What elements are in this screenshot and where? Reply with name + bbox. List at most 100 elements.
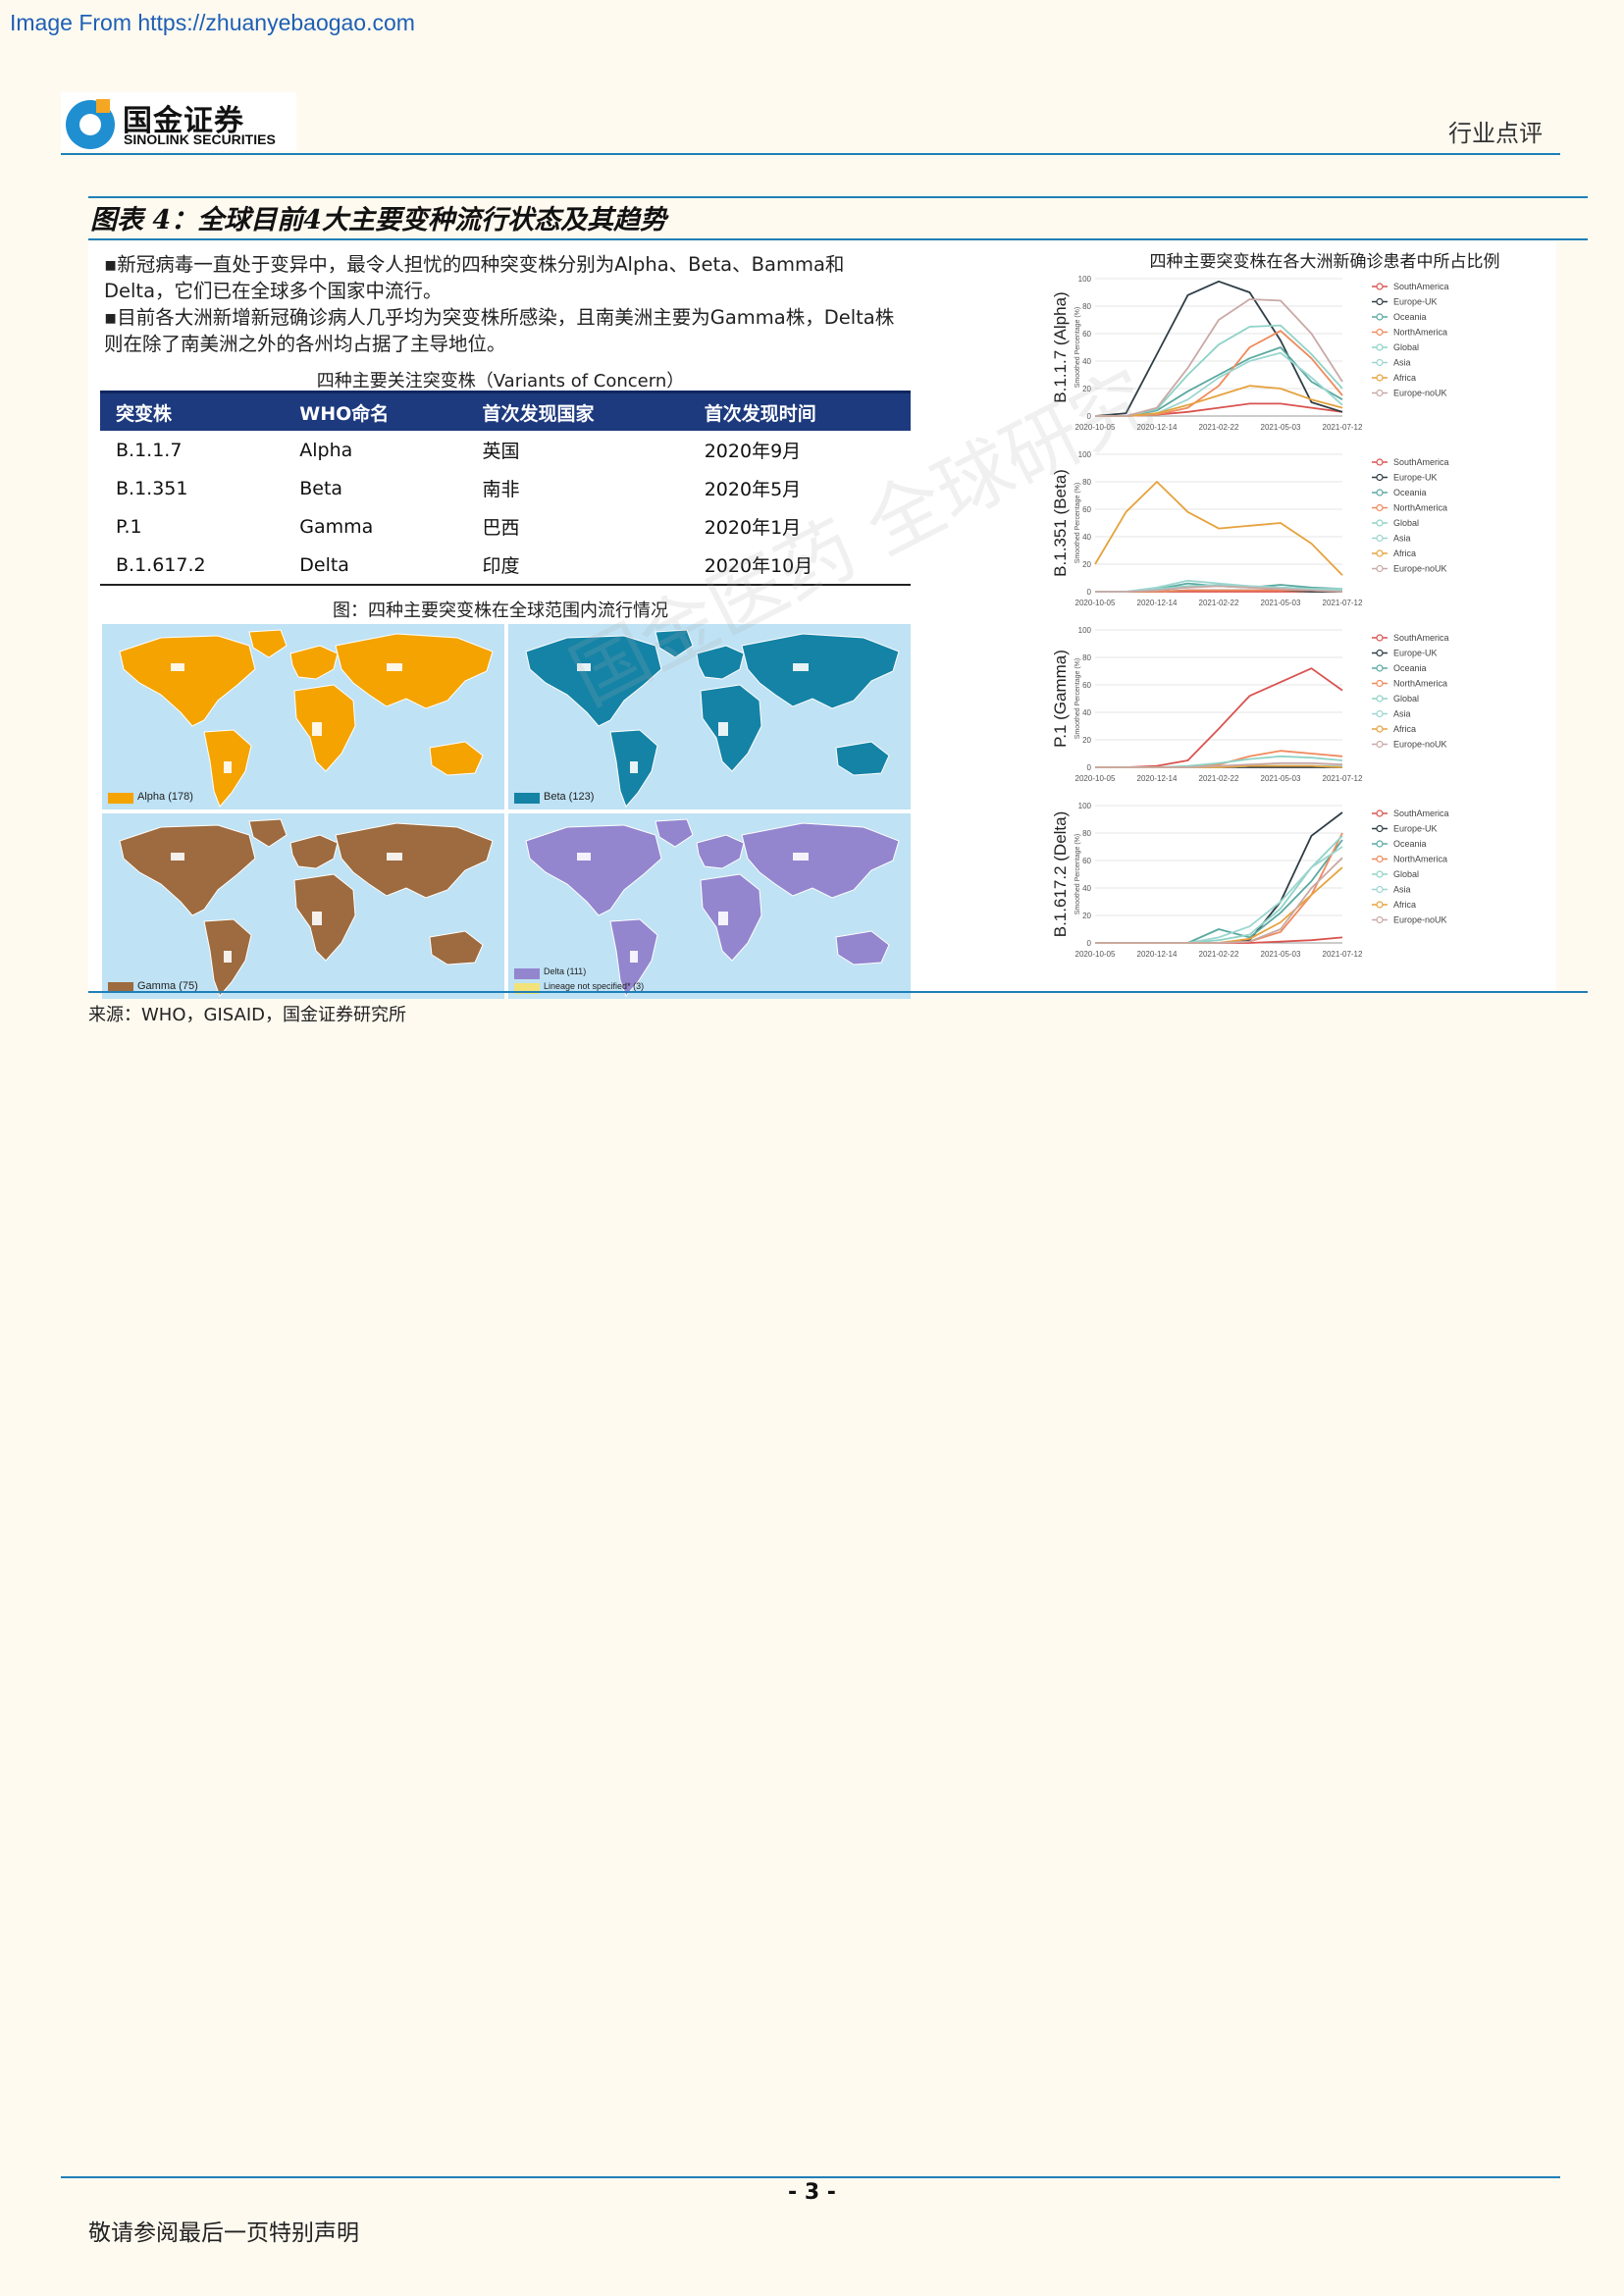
series-line-europe-uk	[1095, 811, 1343, 944]
legend-swatch-unspecified	[514, 983, 540, 994]
legend-entry: Europe-UK	[1393, 649, 1438, 658]
region-no-data	[224, 951, 232, 963]
figure-source: 来源：WHO，GISAID，国金证券研究所	[88, 1005, 406, 1025]
region-no-data	[630, 951, 638, 963]
y-tick-label: 40	[1082, 533, 1091, 542]
legend-marker	[1376, 664, 1384, 672]
world-map-graphic	[119, 818, 494, 997]
legend-entry: Africa	[1393, 724, 1416, 734]
legend-marker	[1376, 679, 1384, 688]
legend-entry: NorthAmerica	[1393, 328, 1447, 338]
source-url[interactable]: Image From https://zhuanyebaogao.com	[10, 10, 415, 35]
legend-entry: Europe-noUK	[1393, 740, 1447, 750]
continent-australia	[429, 930, 484, 965]
continent-europe	[289, 834, 339, 869]
legend-entry: SouthAmerica	[1393, 809, 1449, 818]
table-row: B.1.617.2 Delta 印度 2020年10月	[100, 546, 911, 586]
x-tick-label: 2021-05-03	[1261, 950, 1301, 959]
y-tick-label: 100	[1078, 275, 1092, 284]
table-cell: B.1.351	[116, 477, 188, 499]
continent-asia	[335, 822, 494, 899]
continent-north-america	[119, 824, 256, 916]
x-tick-label: 2020-10-05	[1075, 774, 1116, 783]
region-no-data	[630, 761, 638, 773]
continent-australia	[835, 930, 890, 965]
legend-entry: Asia	[1393, 534, 1411, 544]
region-no-data	[387, 663, 402, 671]
x-tick-label: 2021-05-03	[1261, 774, 1301, 783]
y-tick-label: 40	[1082, 357, 1091, 366]
legend-marker	[1376, 389, 1384, 397]
x-tick-label: 2020-10-05	[1075, 423, 1116, 432]
y-tick-label: 20	[1082, 385, 1091, 393]
region-no-data	[718, 722, 728, 736]
map-caption: 图：四种主要突变株在全球范围内流行情况	[333, 600, 668, 621]
continent-europe	[289, 645, 339, 680]
y-tick-label: 20	[1082, 560, 1091, 569]
legend-label: Alpha (178)	[137, 791, 193, 803]
x-tick-label: 2020-12-14	[1137, 774, 1178, 783]
legend-marker	[1376, 649, 1384, 657]
charts-title: 四种主要突变株在各大洲新确诊患者中所占比例	[1149, 252, 1500, 272]
legend-marker	[1376, 473, 1384, 482]
figure-bottom-rule	[88, 991, 1588, 993]
table-cell: 英国	[482, 441, 520, 462]
legend-entry: Africa	[1393, 900, 1416, 910]
chart-beta: B.1.351 (Beta) Smoothed Percentage (%) 0 20…	[1050, 446, 1560, 621]
y-tick-label: 100	[1078, 626, 1092, 635]
footer-disclaimer: 敬请参阅最后一页特别声明	[88, 2220, 359, 2246]
continent-europe	[696, 645, 745, 680]
y-tick-label: 100	[1078, 450, 1092, 459]
x-tick-label: 2021-02-22	[1199, 774, 1239, 783]
y-tick-label: 40	[1082, 884, 1091, 893]
legend-entry: Global	[1393, 342, 1419, 352]
legend-marker	[1376, 564, 1384, 573]
continent-greenland	[655, 818, 694, 848]
header-rule	[61, 153, 1560, 155]
continent-africa	[293, 684, 356, 772]
legend-marker	[1376, 297, 1384, 306]
x-tick-label: 2021-05-03	[1261, 599, 1301, 607]
continent-africa	[293, 873, 356, 962]
continent-greenland	[248, 629, 288, 658]
series-line-asia	[1095, 579, 1342, 593]
series-line-oceania	[1095, 839, 1343, 944]
world-map-alpha: Alpha (178)	[102, 624, 504, 809]
legend-marker	[1376, 313, 1384, 321]
series-line-europe-nouk	[1095, 857, 1343, 944]
legend-marker	[1376, 824, 1384, 833]
description-line: ▪新冠病毒一直处于变异中，最令人担忧的四种突变株分别为Alpha、Beta、Ba…	[104, 253, 845, 302]
legend-entry: NorthAmerica	[1393, 503, 1447, 513]
legend-marker	[1376, 374, 1384, 382]
column-header: WHO命名	[284, 391, 467, 431]
region-no-data	[224, 761, 232, 773]
x-tick-label: 2020-12-14	[1137, 423, 1178, 432]
table-cell: 2020年10月	[688, 546, 911, 586]
series-line-africa	[1095, 385, 1343, 417]
series-line-europe-nouk	[1095, 298, 1343, 417]
legend-marker	[1376, 901, 1384, 909]
figure-top-rule	[88, 196, 1588, 198]
continent-north-america	[119, 635, 256, 727]
variants-table: 突变株 WHO命名 首次发现国家 首次发现时间 B.1.1.7 Alpha 英国…	[100, 391, 911, 586]
legend-entry: Asia	[1393, 885, 1411, 895]
region-no-data	[718, 912, 728, 925]
region-no-data	[312, 912, 322, 925]
world-map-beta: Beta (123)	[508, 624, 911, 809]
table-cell: 2020年5月	[704, 479, 802, 500]
world-map-graphic	[119, 629, 494, 808]
legend-marker	[1376, 709, 1384, 718]
legend-swatch	[514, 968, 540, 979]
y-tick-label: 60	[1082, 857, 1091, 865]
y-tick-label: 80	[1082, 478, 1091, 487]
continent-africa	[700, 873, 762, 962]
table-header-row: 突变株 WHO命名 首次发现国家 首次发现时间	[100, 391, 911, 431]
table-cell: B.1.617.2	[100, 546, 285, 586]
continent-africa	[700, 684, 762, 772]
table-caption: 四种主要关注突变株（Variants of Concern）	[316, 371, 685, 391]
y-tick-label: 0	[1087, 939, 1092, 948]
y-tick-label: 80	[1082, 302, 1091, 311]
world-map-graphic	[525, 818, 900, 997]
figure-title: 图表 4：全球目前4大主要变种流行状态及其趋势	[90, 205, 666, 235]
legend-marker	[1376, 840, 1384, 848]
